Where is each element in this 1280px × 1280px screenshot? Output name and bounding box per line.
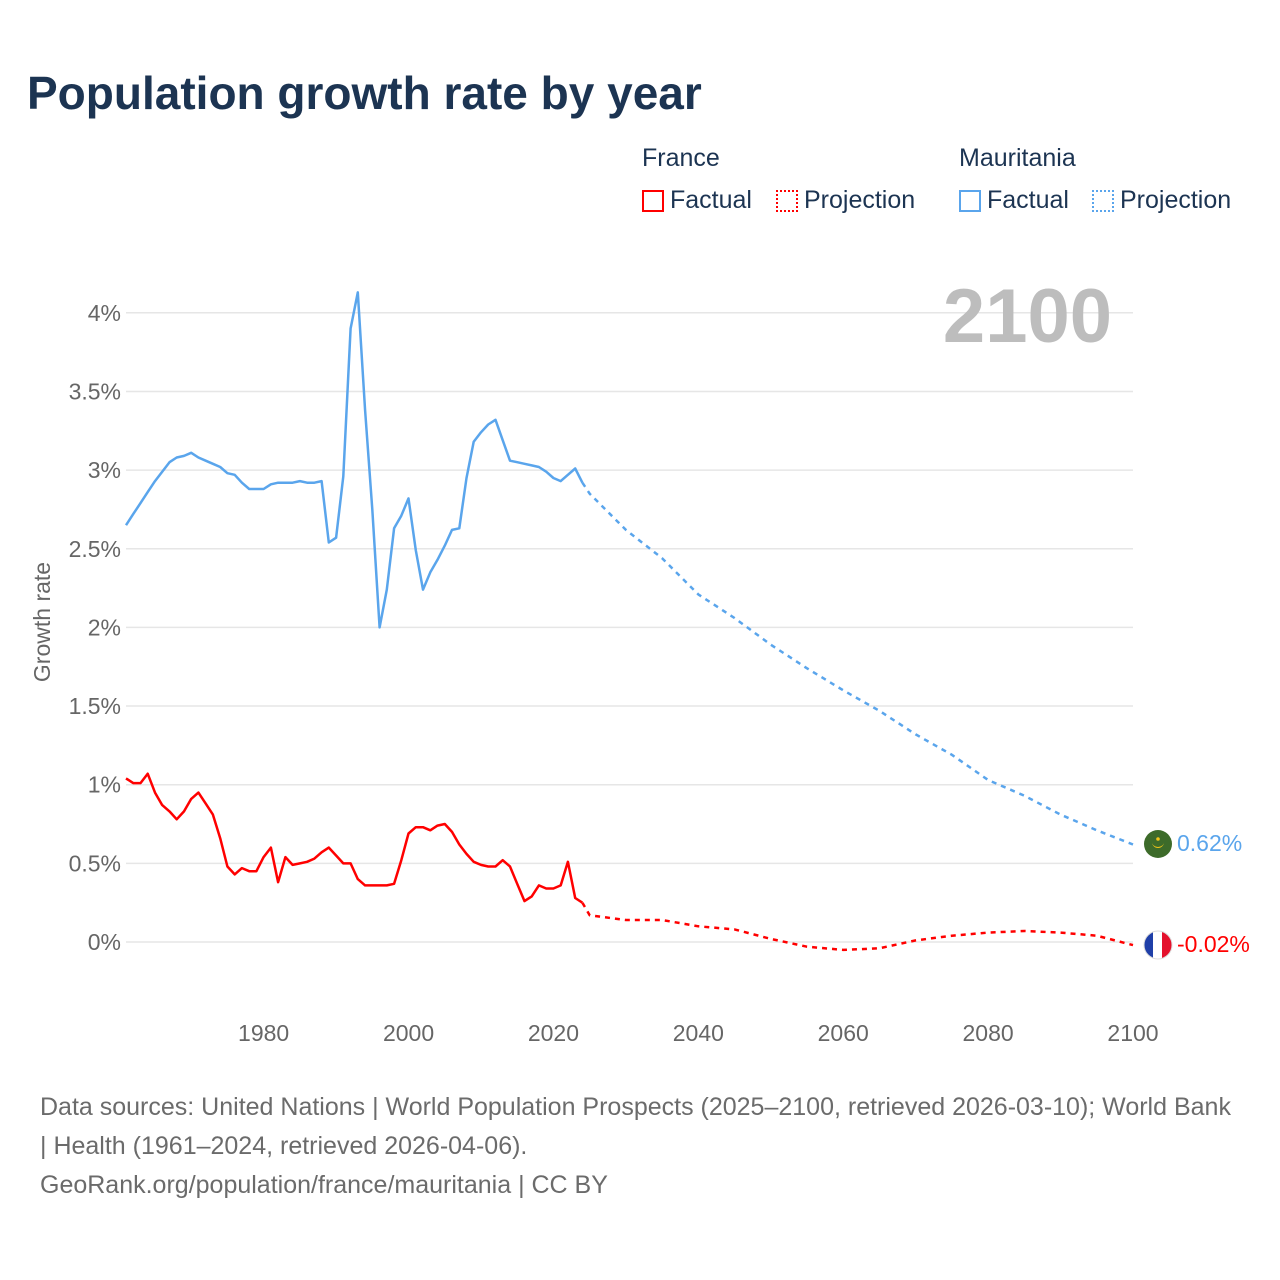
year-watermark: 2100	[943, 274, 1112, 359]
x-tick-label: 2080	[963, 1020, 1014, 1046]
y-axis-label: Growth rate	[29, 562, 55, 682]
solid-swatch-icon	[642, 189, 664, 212]
france-flag-icon	[1143, 930, 1173, 960]
y-tick-label: 3.5%	[69, 378, 121, 404]
x-tick-label: 1980	[238, 1020, 289, 1046]
solid-swatch-icon	[959, 189, 981, 212]
legend-group-mauritania: Mauritania	[959, 144, 1076, 172]
y-tick-label: 2%	[88, 614, 121, 640]
source-text: Data sources: United Nations | World Pop…	[40, 1093, 1231, 1160]
legend-label: Factual	[987, 186, 1069, 214]
y-tick-label: 0.5%	[69, 850, 121, 876]
source-note: Data sources: United Nations | World Pop…	[40, 1088, 1240, 1205]
legend-mauritania-projection[interactable]: Projection	[1092, 186, 1231, 215]
x-tick-label: 2040	[673, 1020, 724, 1046]
legend-label: Projection	[804, 186, 916, 214]
mauritania-flag-icon	[1144, 830, 1172, 858]
y-tick-label: 0%	[88, 929, 121, 955]
x-tick-label: 2020	[528, 1020, 579, 1046]
mauritania-end-label: 0.62%	[1177, 830, 1242, 856]
mauritania-factual-line	[124, 291, 584, 629]
mauritania-projection-line	[581, 482, 1134, 846]
legend-label: Factual	[670, 186, 752, 214]
legend-mauritania-factual[interactable]: Factual	[959, 186, 1069, 215]
x-tick-label: 2060	[818, 1020, 869, 1046]
y-tick-label: 1.5%	[69, 693, 121, 719]
y-tick-label: 1%	[88, 772, 121, 798]
legend-label: Projection	[1120, 186, 1232, 214]
y-tick-label: 3%	[88, 457, 121, 483]
france-end-label: -0.02%	[1177, 931, 1250, 957]
france-projection-line	[581, 902, 1134, 952]
x-tick-label: 2100	[1107, 1020, 1158, 1046]
legend-group-france: France	[642, 144, 720, 172]
france-factual-line	[125, 772, 584, 904]
source-link[interactable]: GeoRank.org/population/france/mauritania…	[40, 1171, 608, 1199]
legend-france-projection[interactable]: Projection	[776, 186, 915, 215]
x-tick-label: 2000	[383, 1020, 434, 1046]
y-tick-label: 2.5%	[69, 536, 121, 562]
dotted-swatch-icon	[1092, 189, 1114, 212]
dotted-swatch-icon	[776, 189, 798, 212]
chart-title: Population growth rate by year	[27, 67, 702, 119]
y-tick-label: 4%	[88, 300, 121, 326]
legend-france-factual[interactable]: Factual	[642, 186, 752, 215]
